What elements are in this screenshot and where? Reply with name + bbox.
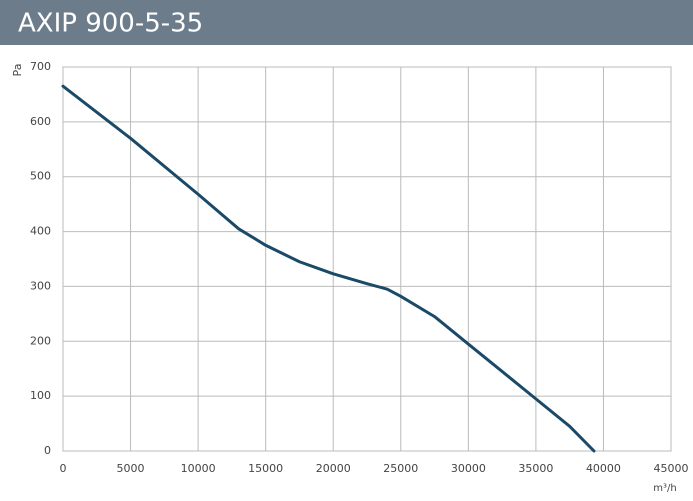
x-tick-label: 40000 — [586, 462, 621, 475]
plot-frame — [62, 66, 672, 452]
x-tick-label: 35000 — [518, 462, 553, 475]
y-tick-label: 0 — [44, 444, 51, 457]
curve — [61, 84, 596, 453]
x-tick-label: 45000 — [654, 462, 689, 475]
y-axis-label: Pa — [11, 64, 24, 77]
x-tick-label: 20000 — [316, 462, 351, 475]
x-tick-label: 5000 — [117, 462, 145, 475]
x-tick-label: 10000 — [181, 462, 216, 475]
y-tick-label: 700 — [30, 60, 51, 73]
x-tick-label: 0 — [60, 462, 67, 475]
x-tick-label: 25000 — [383, 462, 418, 475]
x-tick-label: 15000 — [248, 462, 283, 475]
y-tick-label: 100 — [30, 389, 51, 402]
y-tick-label: 200 — [30, 334, 51, 347]
x-axis-label: m³/h — [653, 483, 676, 494]
y-tick-label: 400 — [30, 225, 51, 238]
y-tick-label: 300 — [30, 279, 51, 292]
chart-title: AXIP 900-5-35 — [18, 9, 203, 39]
y-tick-label: 600 — [30, 115, 51, 128]
y-tick-label: 500 — [30, 170, 51, 183]
header-bar — [0, 0, 693, 45]
x-tick-label: 30000 — [451, 462, 486, 475]
